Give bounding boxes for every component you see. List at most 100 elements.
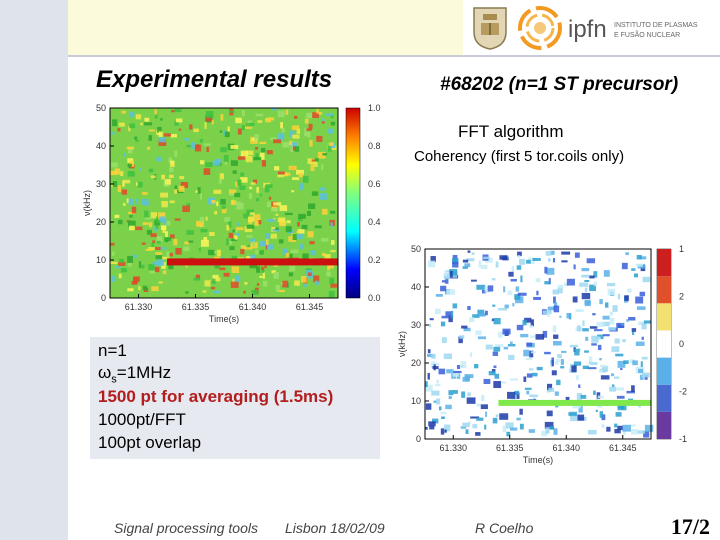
- texture-cell: [148, 168, 154, 173]
- texture-cell: [554, 361, 559, 365]
- texture-cell: [602, 315, 610, 320]
- texture-cell: [503, 286, 506, 293]
- texture-cell: [609, 386, 616, 392]
- texture-cell: [289, 140, 293, 146]
- texture-cell: [574, 348, 580, 356]
- texture-cell: [524, 317, 532, 323]
- texture-cell: [484, 286, 491, 293]
- texture-cell: [440, 428, 445, 435]
- texture-cell: [312, 112, 319, 119]
- texture-cell: [498, 331, 503, 338]
- texture-cell: [128, 198, 134, 205]
- texture-cell: [440, 321, 446, 327]
- texture-cell: [611, 384, 615, 387]
- texture-cell: [430, 256, 436, 263]
- texture-cell: [311, 159, 315, 162]
- omega-subscript: s: [111, 373, 117, 386]
- texture-cell: [516, 265, 522, 270]
- texture-cell: [235, 230, 239, 233]
- texture-cell: [531, 372, 538, 377]
- texture-cell: [234, 275, 241, 282]
- texture-cell: [456, 364, 461, 369]
- colorbar: [345, 107, 361, 299]
- texture-cell: [261, 160, 267, 167]
- texture-cell: [154, 109, 157, 115]
- texture-cell: [641, 336, 644, 340]
- texture-cell: [316, 108, 319, 114]
- texture-cell: [161, 200, 168, 208]
- x-tick-label: 61.345: [609, 443, 637, 453]
- texture-cell: [636, 255, 642, 260]
- texture-cell: [586, 258, 596, 264]
- texture-cell: [156, 259, 165, 266]
- texture-cell: [279, 205, 288, 211]
- texture-cell: [560, 359, 564, 365]
- texture-cell: [550, 250, 555, 255]
- texture-cell: [236, 227, 244, 231]
- texture-cell: [277, 217, 286, 223]
- texture-cell: [491, 318, 495, 322]
- texture-cell: [244, 282, 248, 285]
- texture-cell: [320, 238, 329, 242]
- texture-cell: [535, 278, 541, 283]
- texture-cell: [302, 175, 309, 183]
- texture-cell: [200, 160, 205, 165]
- texture-cell: [279, 221, 287, 227]
- texture-cell: [581, 274, 590, 278]
- texture-cell: [305, 269, 313, 273]
- texture-cell: [213, 290, 221, 294]
- texture-cell: [553, 296, 556, 304]
- texture-cell: [155, 225, 159, 229]
- texture-cell: [492, 304, 496, 307]
- texture-cell: [552, 289, 560, 295]
- texture-cell: [306, 131, 311, 138]
- texture-cell: [114, 168, 121, 175]
- texture-cell: [435, 293, 443, 297]
- texture-cell: [228, 189, 237, 195]
- texture-cell: [615, 412, 622, 417]
- texture-cell: [640, 361, 643, 368]
- texture-cell: [509, 427, 518, 431]
- texture-cell: [127, 171, 135, 177]
- texture-cell: [229, 246, 235, 251]
- texture-cell: [635, 341, 645, 346]
- texture-cell: [492, 417, 498, 424]
- texture-cell: [203, 236, 208, 242]
- texture-cell: [557, 353, 562, 359]
- texture-cell: [581, 267, 590, 272]
- texture-cell: [247, 244, 250, 249]
- texture-cell: [158, 139, 167, 146]
- texture-cell: [494, 373, 500, 379]
- texture-cell: [516, 324, 524, 331]
- texture-cell: [448, 390, 454, 396]
- texture-cell: [203, 143, 212, 146]
- texture-cell: [445, 311, 452, 317]
- colorbar-segment: [657, 411, 671, 439]
- texture-cell: [522, 319, 527, 326]
- texture-cell: [126, 198, 130, 203]
- texture-cell: [458, 336, 463, 344]
- texture-cell: [554, 391, 559, 396]
- texture-cell: [140, 122, 143, 126]
- texture-cell: [570, 414, 579, 422]
- texture-cell: [282, 142, 290, 148]
- texture-cell: [571, 365, 577, 373]
- footer-venue-date: Lisbon 18/02/09: [285, 520, 385, 536]
- texture-cell: [111, 251, 115, 256]
- texture-cell: [171, 109, 175, 113]
- texture-cell: [580, 394, 587, 399]
- texture-cell: [123, 179, 131, 184]
- texture-cell: [459, 335, 465, 339]
- texture-cell: [212, 160, 220, 166]
- texture-cell: [488, 371, 496, 376]
- x-tick-label: 61.335: [182, 302, 210, 312]
- texture-cell: [517, 255, 521, 258]
- texture-cell: [273, 139, 281, 144]
- texture-cell: [425, 403, 432, 410]
- texture-cell: [491, 278, 496, 281]
- texture-cell: [204, 280, 211, 287]
- texture-cell: [218, 179, 222, 184]
- texture-cell: [146, 229, 153, 235]
- texture-cell: [118, 273, 122, 279]
- texture-cell: [221, 205, 226, 210]
